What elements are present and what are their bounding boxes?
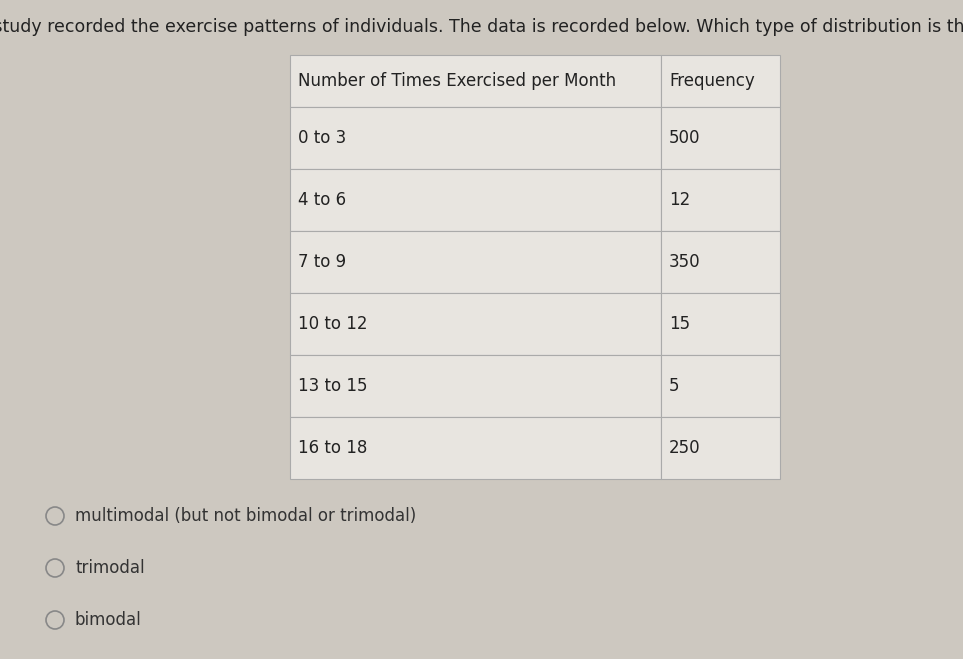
Text: A study recorded the exercise patterns of individuals. The data is recorded belo: A study recorded the exercise patterns o… xyxy=(0,18,963,36)
Text: 7 to 9: 7 to 9 xyxy=(298,253,346,271)
Bar xyxy=(661,107,780,169)
Text: 10 to 12: 10 to 12 xyxy=(298,315,368,333)
Bar xyxy=(661,417,780,479)
Text: Number of Times Exercised per Month: Number of Times Exercised per Month xyxy=(298,72,616,90)
Bar xyxy=(290,55,661,107)
Text: 5: 5 xyxy=(669,377,680,395)
Bar xyxy=(290,417,661,479)
Bar xyxy=(661,55,780,107)
Text: 250: 250 xyxy=(669,439,700,457)
Text: 15: 15 xyxy=(669,315,690,333)
Bar xyxy=(661,293,780,355)
Text: 4 to 6: 4 to 6 xyxy=(298,191,346,209)
Bar xyxy=(290,169,661,231)
Bar xyxy=(290,355,661,417)
Bar xyxy=(290,231,661,293)
Bar xyxy=(290,293,661,355)
Text: 13 to 15: 13 to 15 xyxy=(298,377,368,395)
Text: Frequency: Frequency xyxy=(669,72,755,90)
Text: bimodal: bimodal xyxy=(75,611,142,629)
Text: trimodal: trimodal xyxy=(75,559,144,577)
Text: 16 to 18: 16 to 18 xyxy=(298,439,367,457)
Bar xyxy=(290,107,661,169)
Text: 12: 12 xyxy=(669,191,690,209)
Bar xyxy=(661,231,780,293)
Text: 350: 350 xyxy=(669,253,700,271)
Text: 0 to 3: 0 to 3 xyxy=(298,129,347,147)
Text: multimodal (but not bimodal or trimodal): multimodal (but not bimodal or trimodal) xyxy=(75,507,416,525)
Bar xyxy=(661,355,780,417)
Bar xyxy=(661,169,780,231)
Text: 500: 500 xyxy=(669,129,700,147)
